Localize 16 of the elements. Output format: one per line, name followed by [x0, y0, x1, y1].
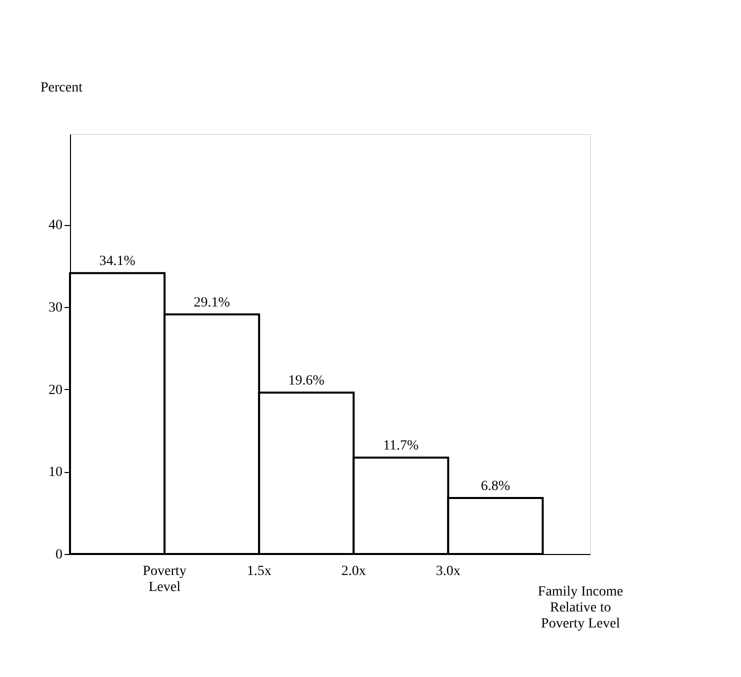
- data-label: 29.1%: [194, 295, 230, 310]
- data-label: 34.1%: [99, 254, 136, 270]
- data-label: 11.7%: [383, 438, 420, 454]
- y-tick-label: 30: [48, 300, 62, 316]
- y-tick-label: 40: [48, 218, 62, 234]
- y-tick-label: 0: [56, 548, 62, 562]
- data-label: 19.6%: [288, 374, 325, 389]
- text: 3.0x: [436, 564, 460, 579]
- data-label: 6.8%: [480, 479, 510, 494]
- text: 2.0x: [341, 564, 366, 579]
- y-axis-title: Percent: [40, 80, 83, 96]
- x-axis-title: Family Income Relative to Poverty Level: [538, 584, 624, 632]
- text: 1.5x: [246, 564, 272, 579]
- y-tick-label: 20: [48, 382, 62, 398]
- y-tick-label: 10: [48, 465, 62, 480]
- text: Poverty Level: [142, 564, 186, 595]
